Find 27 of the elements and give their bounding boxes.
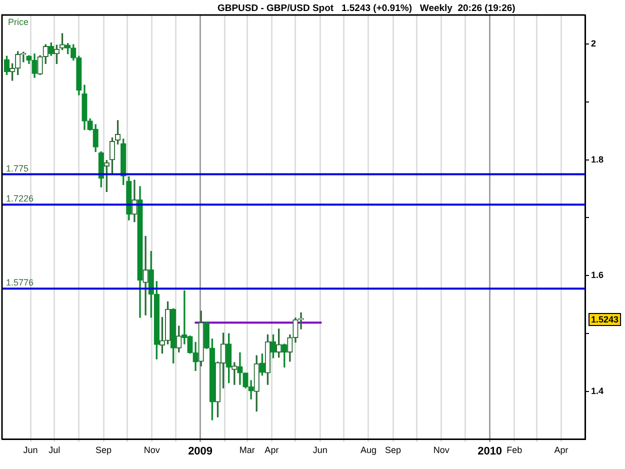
x-tick-label: Sep xyxy=(385,444,402,455)
x-tick-label: Sep xyxy=(96,444,112,455)
y-tick-label: 1.4 xyxy=(591,386,604,396)
candlestick xyxy=(298,312,304,330)
ref-line-label: 1.5776 xyxy=(6,278,34,288)
x-tick-label: Nov xyxy=(144,444,160,455)
x-tick-label: Apr xyxy=(264,444,279,455)
text: 1.5243 xyxy=(591,314,619,324)
y-axis-title: Price xyxy=(8,16,29,27)
y-tick-label: 1.6 xyxy=(591,270,604,280)
candlestick xyxy=(142,236,148,316)
x-tick-label: 2010 xyxy=(478,446,502,458)
y-tick-label: 2 xyxy=(591,38,596,48)
ref-line-label: 1.775 xyxy=(6,163,29,174)
ref-line-label: 1.7226 xyxy=(6,194,34,204)
candlestick xyxy=(237,352,243,385)
x-tick-label: 2009 xyxy=(188,446,213,458)
chart-title: GBPUSD - GBP/USD Spot 1.5243 (+0.91%) Weekly 20:26 (19:26) xyxy=(217,3,516,14)
x-tick-label: Jun xyxy=(312,444,328,455)
y-tick-label: 1.8 xyxy=(591,154,604,164)
x-tick-label: Jul xyxy=(48,444,60,455)
x-tick-label: Feb xyxy=(506,444,522,455)
x-tick-label: Apr xyxy=(554,444,568,455)
x-tick-label: Mar xyxy=(239,444,255,455)
x-tick-label: Jun xyxy=(23,444,38,455)
x-tick-label: Aug xyxy=(360,444,376,455)
x-tick-label: Nov xyxy=(433,444,450,455)
